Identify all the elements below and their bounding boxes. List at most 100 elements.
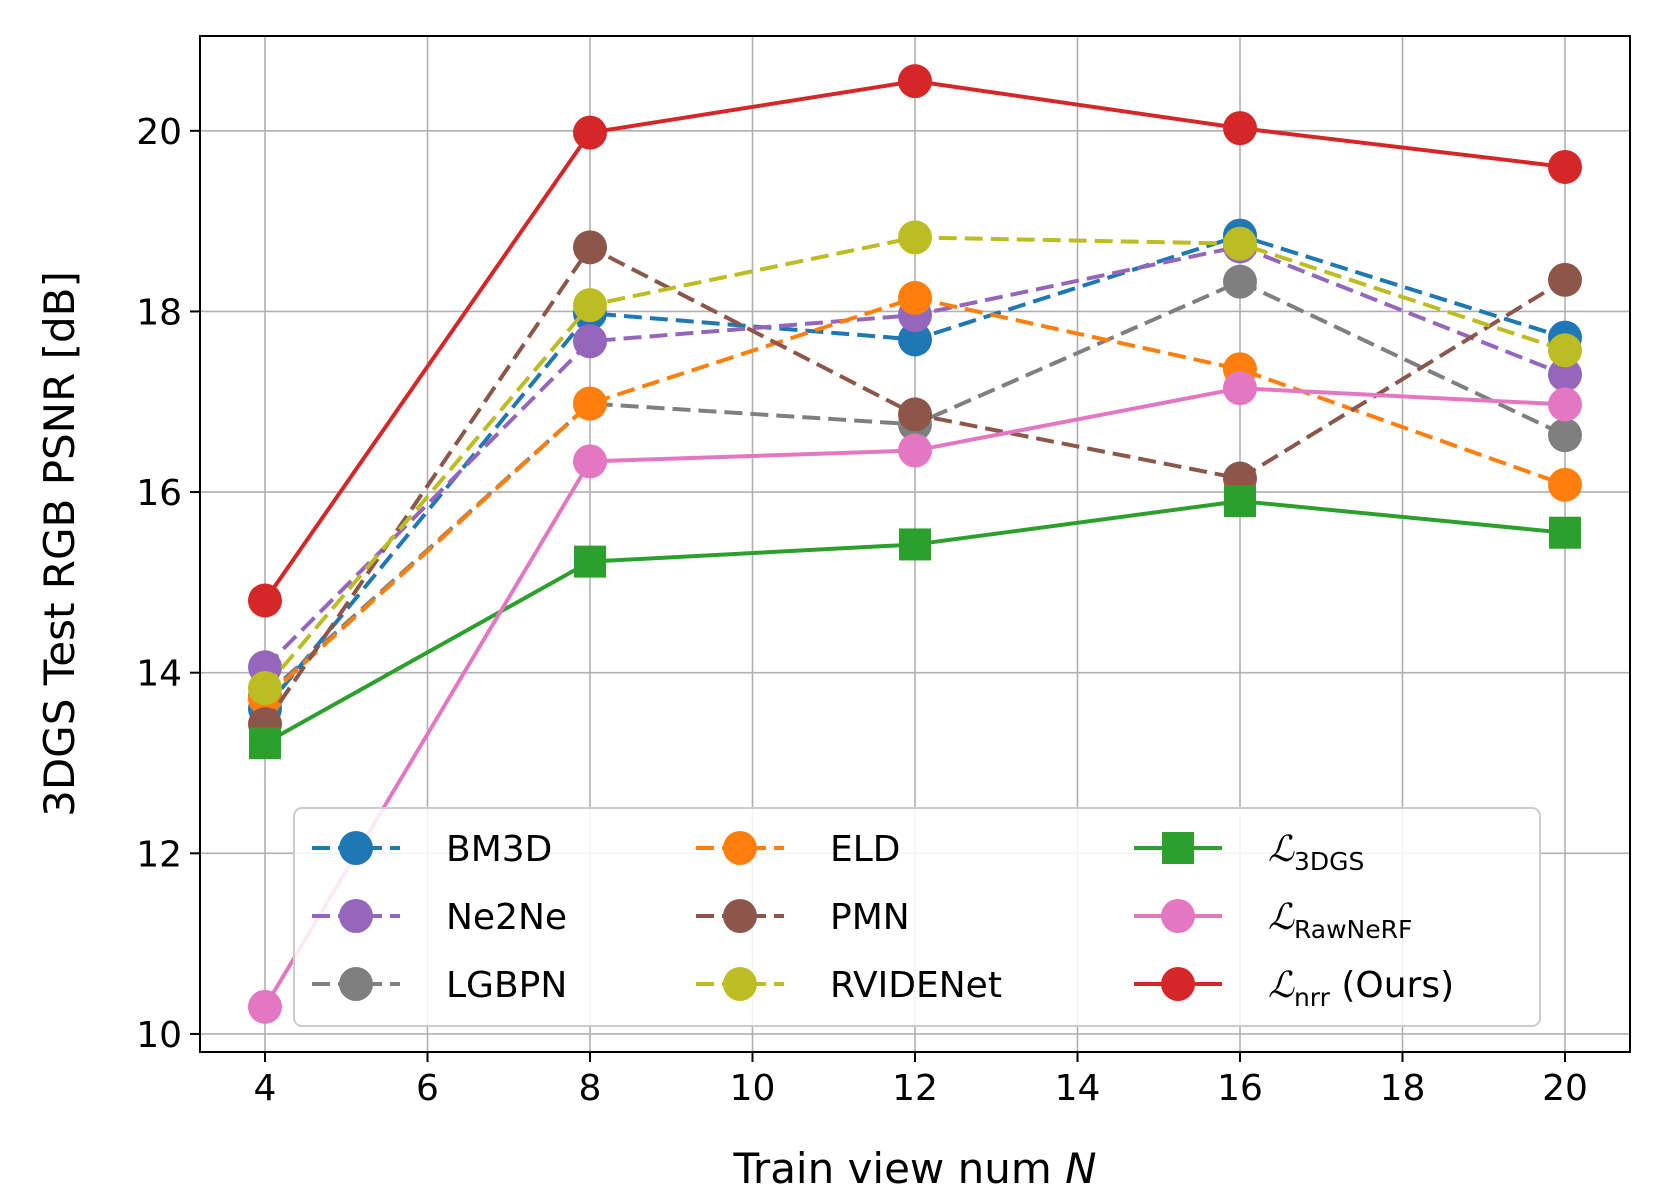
data-point-ne2ne-20 <box>1548 357 1582 392</box>
data-point-bm3d-12 <box>898 322 932 357</box>
legend-marker-lnrr-ours <box>1161 967 1195 1001</box>
data-point-lnrr-ours-16 <box>1223 111 1257 146</box>
x-tick-label-12: 12 <box>892 1068 938 1109</box>
legend-label-lnrr-ours: ℒnrr (Ours) <box>1268 965 1454 1012</box>
data-point-rvidenet-4 <box>248 671 282 706</box>
legend-label-subscript: 3DGS <box>1294 847 1364 876</box>
legend-marker-pmn <box>723 899 757 933</box>
data-point-lnrr-ours-12 <box>898 64 932 99</box>
series-layer <box>248 64 1582 1024</box>
legend-label-l3dgs: ℒ3DGS <box>1268 829 1364 876</box>
legend-label-symbol: ℒ <box>1268 897 1295 938</box>
legend-label-ne2ne: Ne2Ne <box>446 897 567 938</box>
data-point-rvidenet-16 <box>1223 226 1257 261</box>
data-point-rvidenet-8 <box>573 288 607 323</box>
x-tick-label-10: 10 <box>730 1068 776 1109</box>
x-axis-label-variable: N <box>1065 1144 1096 1193</box>
legend-entry-l3dgs: ℒ3DGS <box>1134 829 1364 876</box>
legend-label-text: RVIDENet <box>830 965 1002 1006</box>
data-point-lrawnerf-16 <box>1223 371 1257 406</box>
legend-box <box>293 807 1541 1027</box>
data-point-rvidenet-12 <box>898 220 932 255</box>
legend-label-symbol: ℒ <box>1268 965 1295 1006</box>
y-tick-label-20: 20 <box>136 112 182 153</box>
data-point-rvidenet-20 <box>1548 333 1582 368</box>
legend-marker-ne2ne <box>339 899 373 933</box>
data-point-eld-20 <box>1548 467 1582 502</box>
legend-label-text: BM3D <box>446 829 552 870</box>
legend-label-suffix: (Ours) <box>1330 965 1454 1006</box>
y-tick-label-16: 16 <box>136 473 182 514</box>
data-point-lnrr-ours-4 <box>248 583 282 618</box>
y-axis-label: 3DGS Test RGB PSNR [dB] <box>35 271 84 817</box>
legend-marker-lrawnerf <box>1161 899 1195 933</box>
legend-label-subscript: RawNeRF <box>1294 915 1412 944</box>
legend-label-subscript: nrr <box>1294 983 1331 1012</box>
legend-label-rvidenet: RVIDENet <box>830 965 1002 1006</box>
data-point-pmn-12 <box>898 397 932 432</box>
data-point-l3dgs-4 <box>249 727 281 760</box>
data-point-lrawnerf-8 <box>573 444 607 479</box>
data-point-lrawnerf-4 <box>248 989 282 1024</box>
x-tick-label-6: 6 <box>416 1068 439 1109</box>
legend-entry-eld: ELD <box>696 829 901 870</box>
data-point-lnrr-ours-20 <box>1548 149 1582 184</box>
x-tick-label-18: 18 <box>1380 1068 1426 1109</box>
legend-label-text: LGBPN <box>446 965 567 1006</box>
data-point-pmn-8 <box>573 230 607 265</box>
legend-label-text: Ne2Ne <box>446 897 567 938</box>
legend-entry-lnrr-ours: ℒnrr (Ours) <box>1134 965 1454 1012</box>
x-tick-label-14: 14 <box>1055 1068 1101 1109</box>
data-point-ne2ne-8 <box>573 324 607 359</box>
legend-label-text: PMN <box>830 897 910 938</box>
legend-label-lrawnerf: ℒRawNeRF <box>1268 897 1412 944</box>
series-lnrr-ours <box>248 64 1582 618</box>
legend-entry-rvidenet: RVIDENet <box>696 965 1002 1006</box>
legend-label-text: ELD <box>830 829 901 870</box>
legend-label-symbol: ℒ <box>1268 829 1295 870</box>
x-tick-label-20: 20 <box>1542 1068 1588 1109</box>
data-point-pmn-20 <box>1548 262 1582 297</box>
data-point-eld-8 <box>573 386 607 421</box>
ticks: 4 6 8 10 12 14 16 18 20 10 12 14 16 18 20 <box>136 112 1588 1109</box>
series-lrawnerf <box>248 371 1582 1024</box>
data-point-l3dgs-8 <box>574 545 606 578</box>
y-tick-label-12: 12 <box>136 834 182 875</box>
x-axis-label-text: Train view num <box>732 1144 1051 1193</box>
data-point-lgbpn-16 <box>1223 264 1257 299</box>
legend-marker-rvidenet <box>723 967 757 1001</box>
x-tick-label-16: 16 <box>1217 1068 1263 1109</box>
legend-entry-pmn: PMN <box>696 897 910 938</box>
y-tick-label-14: 14 <box>136 654 182 695</box>
legend: BM3DNe2NeLGBPNELDPMNRVIDENetℒ3DGSℒRawNeR… <box>293 807 1541 1027</box>
data-point-lgbpn-20 <box>1548 418 1582 453</box>
legend-label-bm3d: BM3D <box>446 829 552 870</box>
data-point-lrawnerf-20 <box>1548 387 1582 422</box>
series-l3dgs <box>249 485 1581 760</box>
data-point-lrawnerf-12 <box>898 433 932 468</box>
legend-marker-eld <box>723 831 757 865</box>
y-tick-label-18: 18 <box>136 292 182 333</box>
legend-entry-ne2ne: Ne2Ne <box>312 897 567 938</box>
legend-marker-lgbpn <box>339 967 373 1001</box>
x-tick-label-8: 8 <box>579 1068 602 1109</box>
legend-entry-lgbpn: LGBPN <box>312 965 567 1006</box>
legend-entry-bm3d: BM3D <box>312 829 552 870</box>
data-point-lnrr-ours-8 <box>573 115 607 150</box>
data-point-eld-12 <box>898 280 932 315</box>
x-axis-label: Train view num N <box>732 1144 1096 1193</box>
series-rvidenet <box>248 220 1582 706</box>
legend-marker-l3dgs <box>1162 832 1194 864</box>
legend-entry-lrawnerf: ℒRawNeRF <box>1134 897 1412 944</box>
x-tick-label-4: 4 <box>254 1068 277 1109</box>
legend-marker-bm3d <box>339 831 373 865</box>
legend-label-pmn: PMN <box>830 897 910 938</box>
data-point-l3dgs-16 <box>1224 485 1256 518</box>
y-tick-label-10: 10 <box>136 1015 182 1056</box>
legend-label-eld: ELD <box>830 829 901 870</box>
data-point-l3dgs-20 <box>1549 516 1581 549</box>
legend-label-lgbpn: LGBPN <box>446 965 567 1006</box>
data-point-l3dgs-12 <box>899 528 931 561</box>
